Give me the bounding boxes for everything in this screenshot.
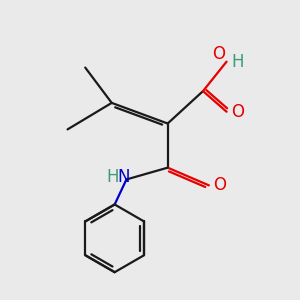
Text: O: O [231,103,244,121]
Text: H: H [231,53,244,71]
Text: O: O [213,176,226,194]
Text: N: N [118,168,130,186]
Text: H: H [106,168,119,186]
Text: O: O [212,45,225,63]
